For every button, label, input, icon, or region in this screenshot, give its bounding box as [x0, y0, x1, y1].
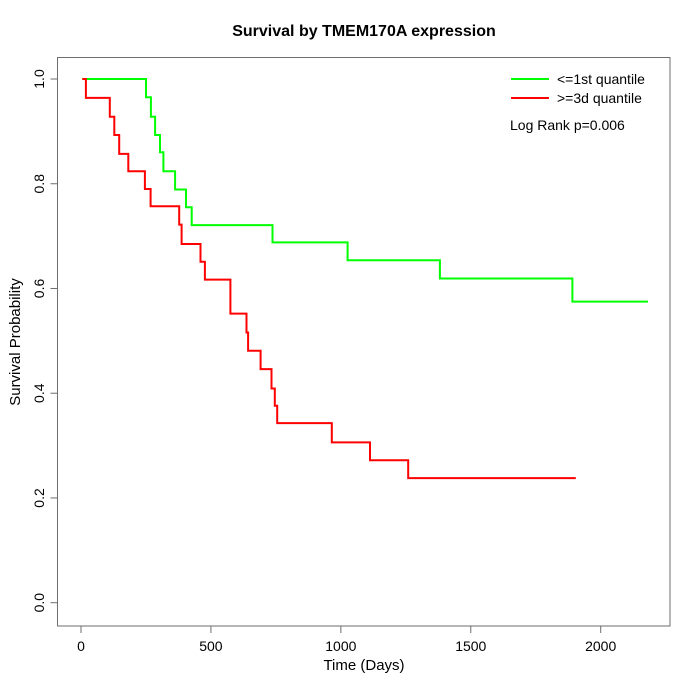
log-rank-annotation: Log Rank p=0.006 [510, 117, 625, 133]
y-tick-label: 0.8 [31, 174, 47, 194]
y-tick-label: 1.0 [31, 69, 47, 89]
legend: <=1st quantile >=3d quantile Log Rank p=… [510, 71, 645, 133]
survival-curves [82, 78, 648, 480]
y-tick-label: 0.0 [31, 593, 47, 613]
x-tick-label: 500 [199, 638, 223, 654]
x-tick-label: 2000 [585, 638, 616, 654]
survival-curve-low-expression [82, 78, 648, 303]
x-tick-label: 1000 [325, 638, 356, 654]
y-tick-label: 0.2 [31, 488, 47, 508]
legend-label-high-expression: >=3d quantile [557, 90, 642, 106]
y-axis-label: Survival Probability [7, 278, 24, 406]
legend-label-low-expression: <=1st quantile [557, 71, 645, 87]
x-axis-ticks: 0 500 1000 1500 2000 [77, 626, 616, 654]
survival-curve-high-expression [82, 78, 576, 480]
y-axis-ticks: 0.0 0.2 0.4 0.6 0.8 1.0 [31, 69, 58, 612]
y-tick-label: 0.6 [31, 279, 47, 299]
x-tick-label: 0 [77, 638, 85, 654]
y-tick-label: 0.4 [31, 383, 47, 403]
chart-title: Survival by TMEM170A expression [232, 23, 496, 40]
plot-area-border [57, 57, 671, 627]
x-tick-label: 1500 [455, 638, 486, 654]
x-axis-label: Time (Days) [323, 657, 404, 674]
